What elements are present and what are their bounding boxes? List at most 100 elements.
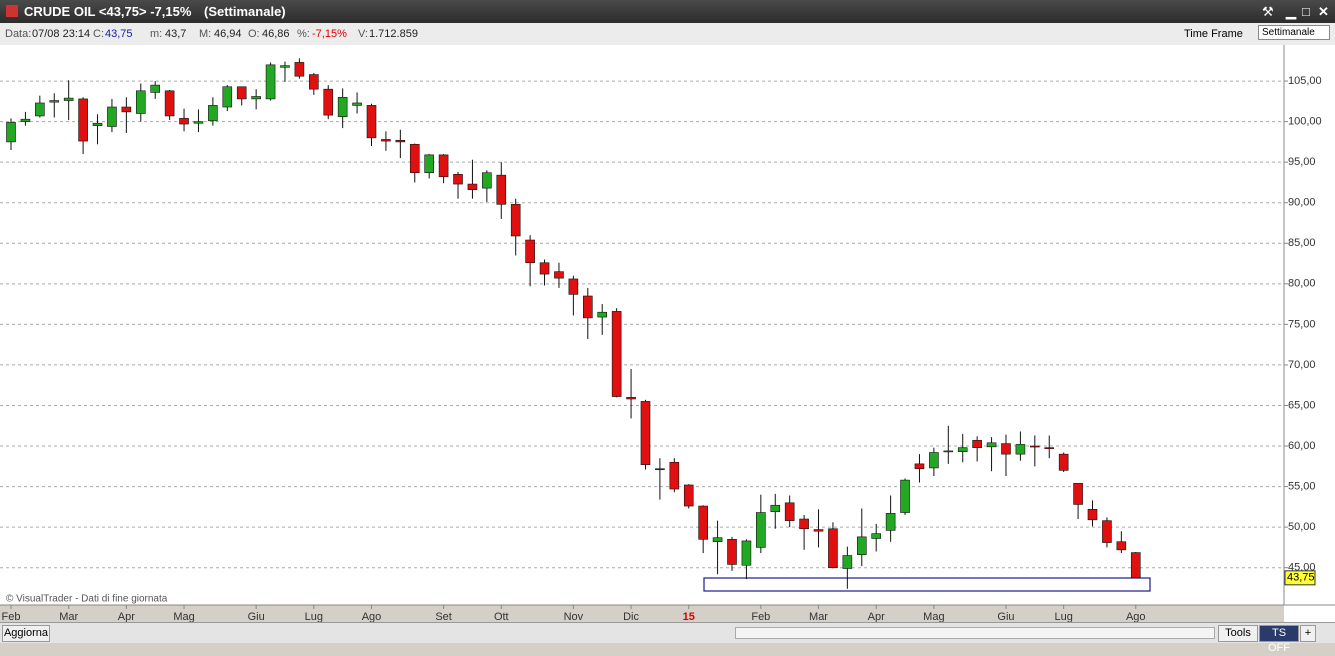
y-tick-label: 100,00	[1288, 116, 1322, 128]
candle-body	[842, 555, 853, 569]
candle-body	[78, 98, 88, 142]
candle-body	[294, 62, 305, 77]
candle-body	[381, 139, 391, 142]
info-label: M:	[199, 28, 212, 40]
y-tick-label: 95,00	[1288, 156, 1316, 168]
annotation-box	[703, 577, 1151, 592]
candle-body	[756, 512, 766, 548]
candle-body	[885, 513, 896, 531]
tool-button[interactable]: ⚒	[1262, 4, 1274, 19]
candle-body	[309, 74, 319, 90]
x-tick-label: Apr	[118, 611, 135, 622]
candle-body	[669, 461, 680, 490]
x-tick-label: Mag	[923, 611, 944, 622]
candle-body	[655, 468, 665, 471]
timeframe-select[interactable]: Settimanale	[1258, 25, 1330, 40]
candle-body	[813, 529, 824, 532]
candle-body	[222, 86, 233, 108]
chart-subtitle: (Settimanale)	[204, 4, 286, 19]
candle-body	[539, 262, 550, 275]
candle-body	[251, 96, 261, 100]
x-tick-label: Mar	[809, 611, 828, 622]
add-button[interactable]: +	[1300, 625, 1316, 642]
x-tick-label: Lug	[305, 611, 323, 622]
y-tick-label: 90,00	[1288, 197, 1316, 209]
info-value: 43,7	[165, 28, 187, 40]
candle-body	[323, 88, 334, 116]
x-tick-label: Mag	[173, 611, 194, 622]
last-price-box	[1284, 570, 1316, 586]
info-value: 46,94	[214, 28, 242, 40]
candle-body	[193, 121, 204, 124]
candle-body	[438, 154, 449, 178]
x-tick-label: Lug	[1054, 611, 1072, 622]
candle-body	[92, 122, 103, 126]
candle-body	[900, 479, 910, 513]
candle-body	[280, 65, 290, 68]
y-tick-label: 80,00	[1288, 278, 1316, 290]
x-tick-label: Ott	[494, 611, 509, 622]
candle-body	[914, 463, 925, 470]
y-tick-label: 50,00	[1288, 521, 1316, 533]
candle-body	[1130, 552, 1141, 579]
candle-body	[35, 102, 45, 117]
y-tick-label: 65,00	[1288, 399, 1316, 411]
app-icon	[6, 5, 18, 17]
maximize-button[interactable]: □	[1302, 4, 1310, 19]
x-tick-label: Feb	[751, 611, 770, 622]
candle-body	[626, 397, 636, 400]
info-label: %:	[297, 28, 310, 40]
candle-body	[63, 97, 74, 101]
candle-body	[568, 278, 579, 295]
candle-body	[582, 295, 593, 319]
candle-body	[1030, 445, 1040, 448]
candle-body	[986, 442, 997, 448]
candle-body	[1058, 453, 1069, 471]
candle-body	[597, 311, 608, 318]
candle-body	[150, 84, 160, 93]
info-value: 43,75	[105, 28, 133, 40]
candle-body	[467, 183, 478, 191]
candle-body	[1087, 508, 1098, 521]
candle-body	[770, 504, 781, 513]
candle-body	[698, 505, 708, 540]
x-tick-label: Dic	[623, 611, 639, 622]
candle-body	[856, 536, 867, 556]
candle-body	[107, 106, 117, 127]
x-tick-label: Ago	[362, 611, 382, 622]
ts-button[interactable]: TS OFF	[1259, 625, 1299, 654]
info-bar: Data: 07/08 23:14 C: 43,75 m: 43,7 M: 46…	[0, 23, 1335, 46]
candle-body	[640, 401, 651, 465]
info-value: 46,86	[262, 28, 290, 40]
candle-body	[727, 539, 737, 565]
candle-body	[871, 533, 882, 539]
x-tick-label: Ago	[1126, 611, 1146, 622]
candle-body	[828, 528, 838, 568]
candle-body	[712, 537, 723, 543]
candle-body	[741, 540, 752, 566]
x-tick-label: 15	[683, 611, 695, 622]
x-tick-label: Set	[435, 611, 452, 622]
candle-body	[1073, 483, 1083, 505]
y-tick-label: 55,00	[1288, 480, 1316, 492]
x-tick-label: Giu	[997, 611, 1014, 622]
candle-body	[972, 440, 982, 448]
info-label: V:	[358, 28, 368, 40]
candle-body	[611, 311, 622, 397]
timeframe-label: Time Frame	[1184, 28, 1243, 40]
candle-body	[496, 174, 507, 205]
watermark: © VisualTrader - Dati di fine giornata	[6, 594, 168, 605]
candle-body	[409, 144, 420, 174]
y-tick-label: 85,00	[1288, 237, 1316, 249]
candle-body	[179, 118, 189, 125]
tools-button[interactable]: Tools	[1218, 625, 1258, 642]
scrollbar[interactable]	[735, 627, 1215, 639]
info-value: 07/08 23:14	[32, 28, 91, 40]
candle-body	[6, 122, 16, 143]
close-button[interactable]: ✕	[1318, 4, 1329, 19]
refresh-button[interactable]: Aggiorna	[2, 625, 50, 642]
info-label: O:	[248, 28, 260, 40]
info-label: Data:	[5, 28, 32, 40]
minimize-button[interactable]: ▁	[1286, 4, 1296, 19]
